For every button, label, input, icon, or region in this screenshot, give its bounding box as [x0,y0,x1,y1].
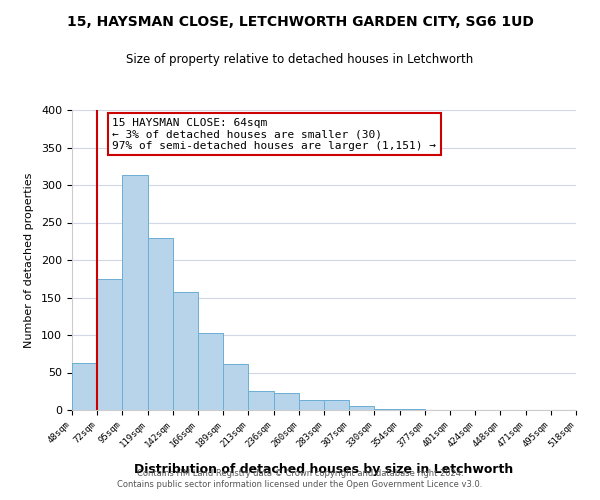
Bar [173,292,198,410]
Bar [223,364,248,410]
Bar [72,363,97,410]
Bar [274,393,299,410]
X-axis label: Distribution of detached houses by size in Letchworth: Distribution of detached houses by size … [134,463,514,476]
Text: 15 HAYSMAN CLOSE: 64sqm
← 3% of detached houses are smaller (30)
97% of semi-det: 15 HAYSMAN CLOSE: 64sqm ← 3% of detached… [112,118,436,150]
Bar [148,238,173,410]
Bar [349,406,374,410]
Bar [122,174,148,410]
Bar [97,279,122,410]
Text: 15, HAYSMAN CLOSE, LETCHWORTH GARDEN CITY, SG6 1UD: 15, HAYSMAN CLOSE, LETCHWORTH GARDEN CIT… [67,15,533,29]
Text: Contains public sector information licensed under the Open Government Licence v3: Contains public sector information licen… [118,480,482,489]
Bar [248,390,274,410]
Text: Size of property relative to detached houses in Letchworth: Size of property relative to detached ho… [127,52,473,66]
Bar [198,333,223,410]
Text: Contains HM Land Registry data © Crown copyright and database right 2024.: Contains HM Land Registry data © Crown c… [137,468,463,477]
Bar [400,409,425,410]
Y-axis label: Number of detached properties: Number of detached properties [24,172,34,348]
Bar [374,409,400,410]
Bar [324,400,349,410]
Bar [299,400,324,410]
